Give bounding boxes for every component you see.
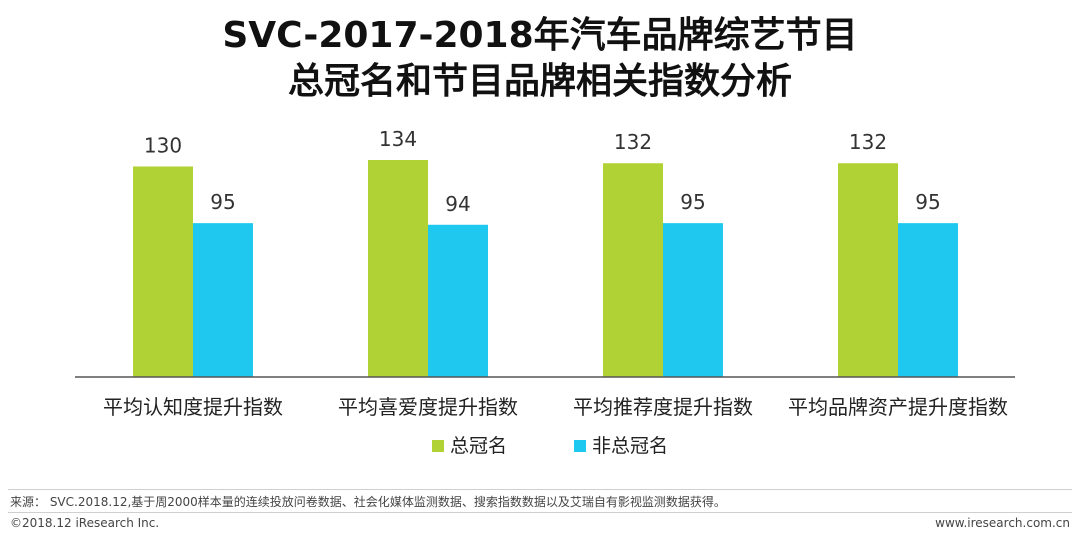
data-label-0-2: 132 — [614, 130, 652, 154]
bar-chart: 130 134 132 132 95 94 95 95 平均认知度提升指数 平均喜爱度提升指数 平均… — [75, 127, 1015, 457]
legend-swatch-1 — [574, 440, 586, 452]
bar-non-title-sponsor-0 — [193, 223, 253, 377]
legend-swatch-0 — [432, 440, 444, 452]
bar-title-sponsor-0 — [133, 166, 193, 377]
data-label-1-0: 95 — [210, 190, 235, 214]
bar-title-sponsor-2 — [603, 163, 663, 377]
data-label-0-0: 130 — [144, 133, 182, 157]
category-label-3: 平均品牌资产提升度指数 — [788, 395, 1008, 419]
category-label-0: 平均认知度提升指数 — [103, 395, 283, 419]
legend-label-1: 非总冠名 — [592, 435, 668, 457]
copyright-text: ©2018.12 iResearch Inc. — [10, 516, 160, 530]
legend-label-0: 总冠名 — [450, 435, 507, 457]
category-label-2: 平均推荐度提升指数 — [573, 395, 753, 419]
data-label-0-3: 132 — [849, 130, 887, 154]
bar-title-sponsor-1 — [368, 160, 428, 377]
bar-non-title-sponsor-2 — [663, 223, 723, 377]
bar-non-title-sponsor-3 — [898, 223, 958, 377]
bar-title-sponsor-3 — [838, 163, 898, 377]
category-label-1: 平均喜爱度提升指数 — [338, 395, 518, 419]
footer-divider-bottom — [8, 512, 1072, 513]
data-label-1-3: 95 — [915, 190, 940, 214]
footer-divider-top — [8, 489, 1072, 490]
data-label-1-2: 95 — [680, 190, 705, 214]
website-text: www.iresearch.com.cn — [935, 516, 1070, 530]
source-note: 来源： SVC.2018.12,基于周2000样本量的连续投放问卷数据、社会化媒… — [10, 495, 726, 509]
bar-non-title-sponsor-1 — [428, 224, 488, 377]
chart-title-line2: 总冠名和节目品牌相关指数分析 — [287, 61, 792, 102]
data-label-0-1: 134 — [379, 127, 417, 151]
chart-title-line1: SVC-2017-2018年汽车品牌综艺节目 — [222, 15, 858, 56]
data-label-1-1: 94 — [445, 192, 470, 216]
